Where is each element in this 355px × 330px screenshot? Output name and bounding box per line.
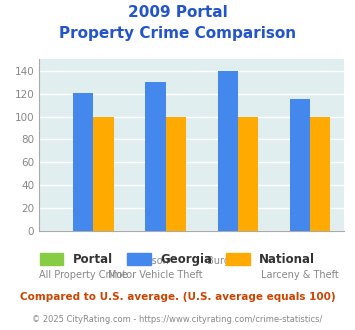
Bar <box>218 71 238 231</box>
Bar <box>93 116 114 231</box>
Bar <box>166 116 186 231</box>
Bar <box>290 99 310 231</box>
Text: Arson: Arson <box>142 256 169 266</box>
Legend: Portal, Georgia, National: Portal, Georgia, National <box>40 253 315 266</box>
Text: Burglary: Burglary <box>207 256 248 266</box>
Text: Larceny & Theft: Larceny & Theft <box>261 270 339 280</box>
Text: © 2025 CityRating.com - https://www.cityrating.com/crime-statistics/: © 2025 CityRating.com - https://www.city… <box>32 315 323 324</box>
Bar <box>310 116 331 231</box>
Bar <box>73 93 93 231</box>
Text: Compared to U.S. average. (U.S. average equals 100): Compared to U.S. average. (U.S. average … <box>20 292 335 302</box>
Text: Motor Vehicle Theft: Motor Vehicle Theft <box>108 270 203 280</box>
Bar <box>146 82 166 231</box>
Text: 2009 Portal: 2009 Portal <box>128 5 227 20</box>
Text: All Property Crime: All Property Crime <box>39 270 128 280</box>
Bar <box>238 116 258 231</box>
Text: Property Crime Comparison: Property Crime Comparison <box>59 26 296 41</box>
